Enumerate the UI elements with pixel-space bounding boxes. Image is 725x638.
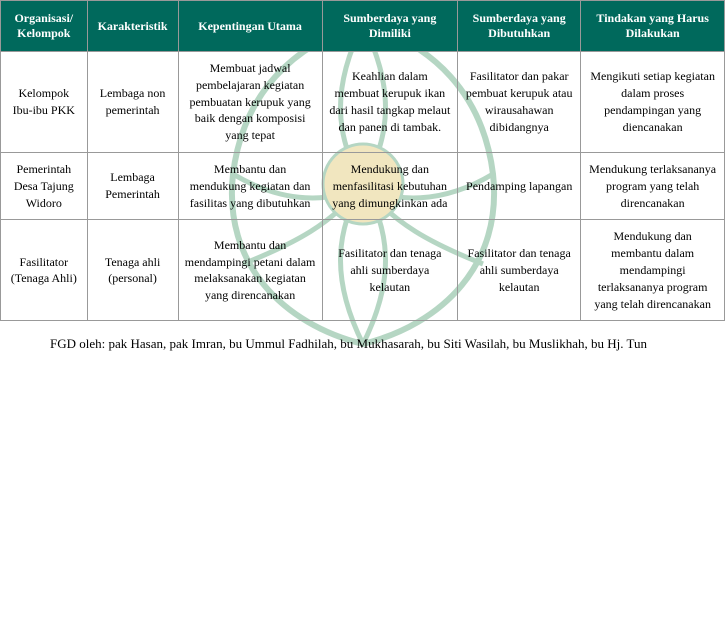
- cell-sumberdaya-dibutuhkan: Pendamping lapangan: [458, 152, 581, 219]
- cell-tindakan: Mengikuti setiap kegiatan dalam proses p…: [581, 52, 725, 153]
- cell-kepentingan: Membuat jadwal pembelajaran kegiatan pem…: [178, 52, 322, 153]
- cell-organisasi: Kelompok Ibu-ibu PKK: [1, 52, 88, 153]
- cell-sumberdaya-dimiliki: Keahlian dalam membuat kerupuk ikan dari…: [322, 52, 457, 153]
- header-tindakan: Tindakan yang Harus Dilakukan: [581, 1, 725, 52]
- caption-text: FGD oleh: pak Hasan, pak Imran, bu Ummul…: [0, 321, 725, 367]
- cell-organisasi: Pemerintah Desa Tajung Widoro: [1, 152, 88, 219]
- cell-sumberdaya-dimiliki: Fasilitator dan tenaga ahli sumberdaya k…: [322, 220, 457, 321]
- cell-sumberdaya-dibutuhkan: Fasilitator dan tenaga ahli sumberdaya k…: [458, 220, 581, 321]
- header-karakteristik: Karakteristik: [87, 1, 178, 52]
- cell-kepentingan: Membantu dan mendukung kegiatan dan fasi…: [178, 152, 322, 219]
- cell-kepentingan: Membantu dan mendampingi petani dalam me…: [178, 220, 322, 321]
- table-header-row: Organisasi/ Kelompok Karakteristik Kepen…: [1, 1, 725, 52]
- cell-karakteristik: Tenaga ahli (personal): [87, 220, 178, 321]
- cell-tindakan: Mendukung dan membantu dalam mendampingi…: [581, 220, 725, 321]
- table-row: Kelompok Ibu-ibu PKK Lembaga non pemerin…: [1, 52, 725, 153]
- cell-organisasi: Fasilitator (Tenaga Ahli): [1, 220, 88, 321]
- main-table: Organisasi/ Kelompok Karakteristik Kepen…: [0, 0, 725, 321]
- header-organisasi: Organisasi/ Kelompok: [1, 1, 88, 52]
- cell-karakteristik: Lembaga Pemerintah: [87, 152, 178, 219]
- cell-sumberdaya-dibutuhkan: Fasilitator dan pakar pembuat kerupuk at…: [458, 52, 581, 153]
- header-kepentingan: Kepentingan Utama: [178, 1, 322, 52]
- header-sumberdaya-dimiliki: Sumberdaya yang Dimiliki: [322, 1, 457, 52]
- header-sumberdaya-dibutuhkan: Sumberdaya yang Dibutuhkan: [458, 1, 581, 52]
- cell-karakteristik: Lembaga non pemerintah: [87, 52, 178, 153]
- cell-tindakan: Mendukung terlaksananya program yang tel…: [581, 152, 725, 219]
- table-row: Fasilitator (Tenaga Ahli) Tenaga ahli (p…: [1, 220, 725, 321]
- table-row: Pemerintah Desa Tajung Widoro Lembaga Pe…: [1, 152, 725, 219]
- cell-sumberdaya-dimiliki: Mendukung dan menfasilitasi kebutuhan ya…: [322, 152, 457, 219]
